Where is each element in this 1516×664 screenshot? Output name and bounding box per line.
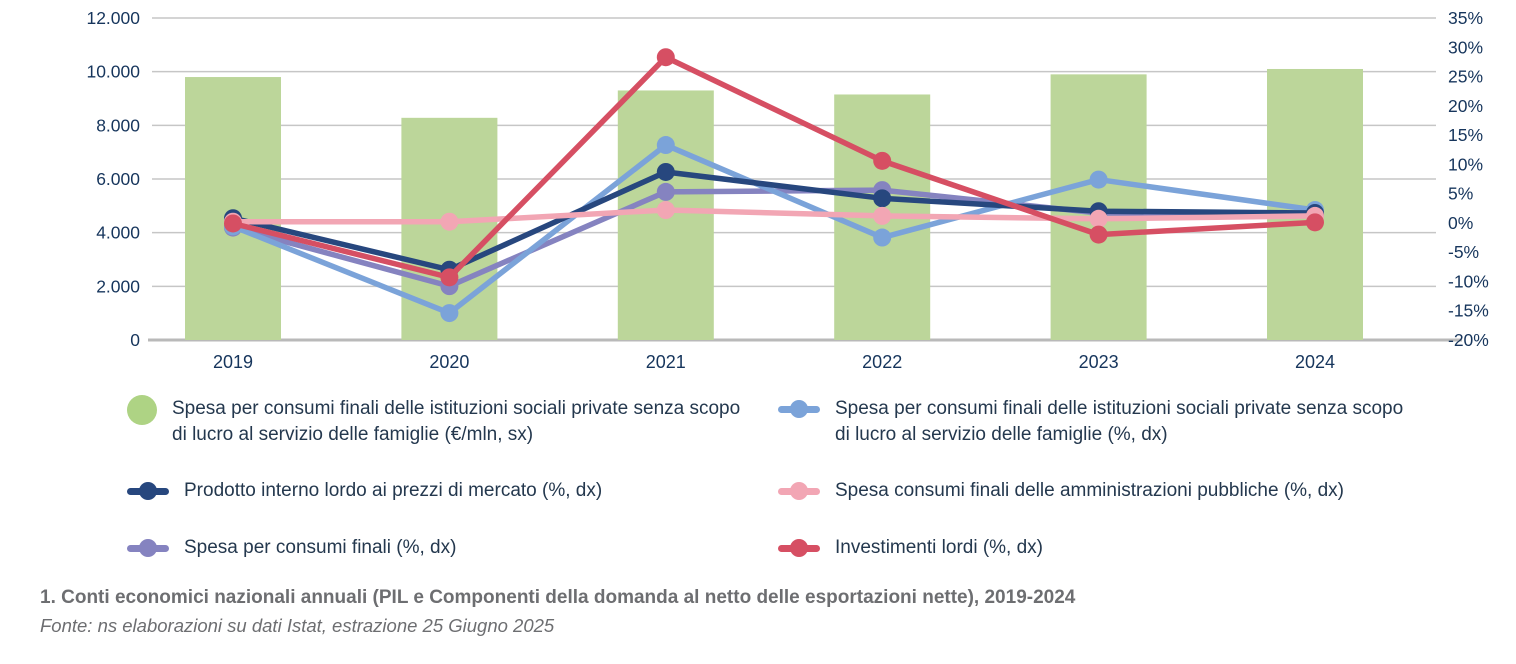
data-point (656, 182, 675, 201)
legend-item-isp-pct: Spesa per consumi finali delle istituzio… (778, 396, 1438, 448)
left-axis-tick: 4.000 (96, 223, 140, 243)
x-axis-tick: 2019 (213, 352, 253, 372)
legend-label: Spesa per consumi finali delle istituzio… (172, 398, 741, 446)
data-point (1089, 225, 1108, 244)
right-axis-tick: 5% (1448, 184, 1473, 204)
left-axis-tick: 6.000 (96, 169, 140, 189)
chart-area: 0 2.000 4.000 6.000 8.000 10.000 12.000 35% 30% 2… (86, 8, 1489, 372)
navy-line-dot-marker-icon (127, 478, 169, 504)
bar (185, 77, 281, 341)
x-axis-tick: 2021 (646, 352, 686, 372)
right-axis-tick: 20% (1448, 96, 1483, 116)
data-point (656, 201, 675, 220)
blue-line-dot-marker-icon (778, 396, 820, 422)
left-axis-tick: 8.000 (96, 115, 140, 135)
chart-svg: 0 2.000 4.000 6.000 8.000 10.000 12.000 35% 30% 2… (86, 8, 1489, 372)
data-point (873, 206, 892, 225)
chart-legend: Spesa per consumi finali delle istituzio… (127, 395, 1516, 561)
data-point (1089, 170, 1108, 189)
right-axis-tick: -15% (1448, 301, 1489, 321)
left-axis-tick: 10.000 (86, 62, 140, 82)
legend-item-pa: Spesa consumi finali delle amministrazio… (778, 478, 1438, 504)
legend-item-spesa-consumi: Spesa per consumi finali (%, dx) (127, 535, 778, 561)
x-axis-tick: 2023 (1079, 352, 1119, 372)
legend-label: Investimenti lordi (%, dx) (835, 536, 1044, 558)
data-point (224, 214, 242, 233)
line-series (230, 169, 1318, 273)
right-axis-tick: -20% (1448, 330, 1489, 350)
x-axis-tick: 2022 (862, 352, 902, 372)
line-series (230, 142, 1318, 316)
right-axis-tick: 30% (1448, 37, 1483, 57)
line-series (230, 54, 1318, 281)
pink-line-dot-marker-icon (778, 478, 820, 504)
legend-item-pil: Prodotto interno lordo ai prezzi di merc… (127, 478, 778, 504)
caption-title: 1. Conti economici nazionali annuali (PI… (40, 586, 1076, 608)
left-axis-tick: 2.000 (96, 276, 140, 296)
data-point (873, 151, 892, 170)
right-axis-tick: -5% (1448, 242, 1479, 262)
purple-line-dot-marker-icon (127, 535, 169, 561)
legend-item-isp-bar: Spesa per consumi finali delle istituzio… (127, 395, 778, 448)
data-point (873, 189, 892, 208)
legend-label: Prodotto interno lordo ai prezzi di merc… (184, 480, 603, 502)
legend-label: Spesa per consumi finali delle istituzio… (835, 398, 1404, 446)
right-axis-tick: 25% (1448, 67, 1483, 87)
right-axis-tick: 15% (1448, 125, 1483, 145)
data-point (656, 136, 675, 155)
data-point (1306, 213, 1324, 232)
line-series (230, 207, 1318, 225)
caption-source: Fonte: ns elaborazioni su dati Istat, es… (40, 614, 555, 636)
figure-caption: 1. Conti economici nazionali annuali (PI… (40, 587, 1516, 637)
right-axis-tick: 35% (1448, 8, 1483, 28)
data-point (440, 212, 459, 231)
data-point (873, 228, 892, 247)
left-axis-tick: 0 (130, 330, 140, 350)
line-series (230, 187, 1318, 289)
x-axis-tick: 2020 (429, 352, 469, 372)
data-point (656, 48, 675, 67)
green-circle-marker-icon (127, 395, 157, 425)
data-point (440, 304, 459, 323)
legend-item-investimenti: Investimenti lordi (%, dx) (778, 535, 1438, 561)
legend-label: Spesa per consumi finali (%, dx) (184, 536, 457, 558)
data-point (656, 162, 675, 181)
right-axis-tick: -10% (1448, 271, 1489, 291)
data-point (1089, 209, 1108, 228)
right-axis-tick: 0% (1448, 213, 1473, 233)
right-axis-tick: 10% (1448, 154, 1483, 174)
red-line-dot-marker-icon (778, 535, 820, 561)
data-point (440, 268, 459, 287)
legend-label: Spesa consumi finali delle amministrazio… (835, 480, 1345, 502)
x-axis-tick: 2024 (1295, 352, 1335, 372)
left-axis-tick: 12.000 (86, 8, 140, 28)
